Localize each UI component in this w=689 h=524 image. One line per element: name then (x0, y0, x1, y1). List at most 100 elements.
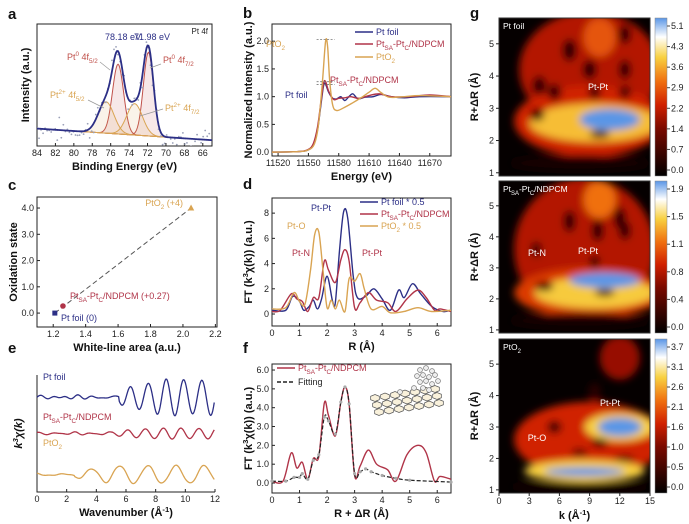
heatmap-feature (583, 18, 616, 57)
text-segment: 7/2 (185, 61, 194, 68)
colorbar (654, 180, 668, 334)
text-segment: f (206, 27, 209, 36)
panel-letter: g (470, 5, 479, 22)
colorbar-tick-label: 1.0 (671, 442, 684, 452)
annotation: Pt0 4f7/2 (163, 54, 194, 68)
text-segment: 2+ (59, 89, 67, 96)
legend-label: Pt foil * 0.5 (381, 197, 425, 207)
heatmap-feature (614, 455, 635, 462)
fit-marker (292, 475, 296, 479)
data-point (42, 132, 44, 135)
text-segment: ) (169, 507, 173, 519)
text-segment: SA (339, 81, 348, 88)
heatmap-feature (597, 417, 642, 437)
annotation: Pt0 4f5/2 (67, 51, 98, 65)
annotation: Pt-N (292, 248, 310, 258)
x-tick-label: 3 (527, 496, 532, 506)
x-tick-label: 5 (407, 495, 412, 505)
x-tick-label: 3 (352, 495, 357, 505)
y-tick-label: 4.0 (256, 403, 269, 413)
series-line (272, 386, 451, 483)
x-tick-label: 82 (50, 148, 60, 158)
colorbar-tick-label: 1.1 (671, 239, 684, 249)
text-segment: /NDPCM (414, 209, 450, 219)
text-segment: C (98, 297, 103, 304)
heatmap-feature (571, 448, 588, 456)
point-label: Pt foil (0) (61, 313, 97, 323)
data-point (62, 123, 65, 126)
pt-atom (423, 378, 429, 384)
x-tick-label: 6 (557, 496, 562, 506)
pt-atom (414, 373, 420, 379)
heatmap-feature (588, 85, 601, 99)
y-tick-label: 2 (489, 453, 494, 463)
data-point (104, 101, 107, 104)
data-point (145, 41, 148, 43)
data-point-square (52, 310, 58, 316)
heatmap-feature (618, 85, 631, 99)
text-segment: 2 (392, 58, 396, 65)
fit-marker (339, 400, 343, 404)
data-point (131, 103, 134, 106)
graphene-hexagon (374, 408, 384, 416)
pt-atom (417, 367, 423, 373)
x-tick-label: 3 (352, 328, 357, 338)
y-tick-label: 2.0 (256, 440, 269, 450)
point-label: PtSA-PtC/NDPCM (+0.27) (70, 291, 170, 304)
panel-letter: e (8, 340, 16, 357)
text-segment: SA (307, 369, 316, 376)
text-segment: Pt foil (376, 27, 399, 37)
fit-marker (408, 478, 412, 482)
data-point (133, 97, 136, 100)
annotation: Pt-N (528, 248, 546, 258)
data-point (90, 130, 93, 133)
panel-a-xps: 84 82 80 78 76 74 72 70 68 66 Binding Energy (eV) I… (20, 23, 213, 173)
x-tick-label: 76 (106, 148, 116, 158)
y-axis-title: FT (k3χ(k)) (a.u.) (241, 220, 255, 304)
graphene-hexagon (384, 406, 394, 415)
x-tick-label: 74 (124, 148, 134, 158)
series-line (36, 378, 215, 417)
point-label: PtO2 (+4) (145, 198, 183, 211)
text-segment: χ(k)) (a.u.) (243, 387, 255, 440)
x-tick-label: 2 (325, 495, 330, 505)
text-segment: 2 (518, 349, 521, 355)
annotation: 71.98 eV (134, 32, 170, 42)
data-point (208, 132, 211, 135)
heatmap-feature (599, 339, 640, 380)
text-segment: 78.18 eV (105, 32, 141, 42)
text-segment: ) (586, 510, 590, 522)
text-segment: Pt-Pt (588, 82, 609, 92)
y-tick-label: 1 (489, 485, 494, 495)
text-segment: Pt (298, 363, 307, 373)
colorbar-tick-label: 0.5 (671, 462, 684, 472)
axis-frame (36, 23, 213, 147)
text-segment: R (Å) (348, 340, 375, 353)
x-tick-label: 11640 (387, 158, 411, 168)
heatmap-feature (569, 272, 640, 289)
panel-letter: a (8, 6, 17, 23)
series-line (272, 79, 451, 153)
annotation: Pt-Pt (600, 398, 621, 408)
x-tick-label: 0 (34, 494, 39, 504)
axis-frame (498, 180, 651, 334)
pt-atom (397, 389, 403, 395)
colorbar-tick-label: 0.0 (671, 322, 684, 332)
data-point (169, 138, 172, 140)
y-tick-label: 6.0 (256, 365, 269, 375)
y-tick-label: 1.5 (256, 64, 269, 74)
panel-letter: d (243, 176, 252, 193)
graphene-hexagon (380, 392, 390, 401)
x-tick-label: 15 (645, 496, 655, 506)
x-tick-label: 0 (269, 495, 274, 505)
y-tick-label: 0.0 (256, 147, 269, 157)
y-axis-title: Intensity (a.u.) (20, 47, 32, 122)
component-peak (37, 103, 212, 141)
legend-label: PtSA-PtC/NDPCM (376, 39, 445, 52)
fit-marker (311, 458, 315, 463)
colorbar-tick-label: 3.7 (671, 342, 684, 352)
heatmap-feature (618, 221, 631, 240)
colorbar-tick-label: 2.6 (671, 382, 684, 392)
x-tick-label: 6 (435, 328, 440, 338)
text-segment: C (404, 45, 409, 52)
